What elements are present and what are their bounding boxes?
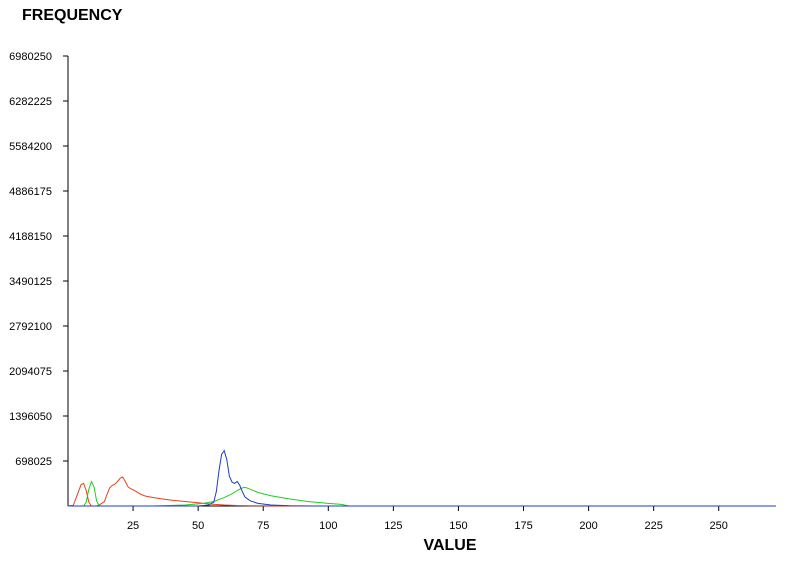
series-line-1 [67, 476, 776, 507]
y-axis-title: FREQUENCY [22, 7, 123, 24]
x-tick-label: 25 [127, 520, 139, 532]
y-tick-label: 698025 [15, 456, 52, 468]
y-tick-label: 4188150 [9, 231, 52, 243]
series-line-2 [68, 480, 776, 507]
series-line-3 [68, 449, 776, 507]
x-tick-label: 225 [644, 520, 662, 532]
x-tick-label: 175 [514, 520, 532, 532]
y-tick-label: 1396050 [9, 411, 52, 423]
y-tick-label: 4886175 [9, 186, 52, 198]
y-tick-label: 5584200 [9, 141, 52, 153]
x-tick-label: 50 [192, 520, 204, 532]
x-tick-label: 125 [384, 520, 402, 532]
x-tick-label: 150 [449, 520, 467, 532]
y-tick-label: 2792100 [9, 321, 52, 333]
x-tick-label: 100 [319, 520, 337, 532]
x-axis-title: VALUE [423, 537, 477, 554]
y-tick-label: 3490125 [9, 276, 52, 288]
x-tick-label: 250 [710, 520, 728, 532]
x-tick-label: 200 [579, 520, 597, 532]
y-tick-label: 6980250 [9, 51, 52, 63]
x-tick-label: 75 [257, 520, 269, 532]
y-tick-label: 2094075 [9, 366, 52, 378]
y-tick-label: 6282225 [9, 96, 52, 108]
